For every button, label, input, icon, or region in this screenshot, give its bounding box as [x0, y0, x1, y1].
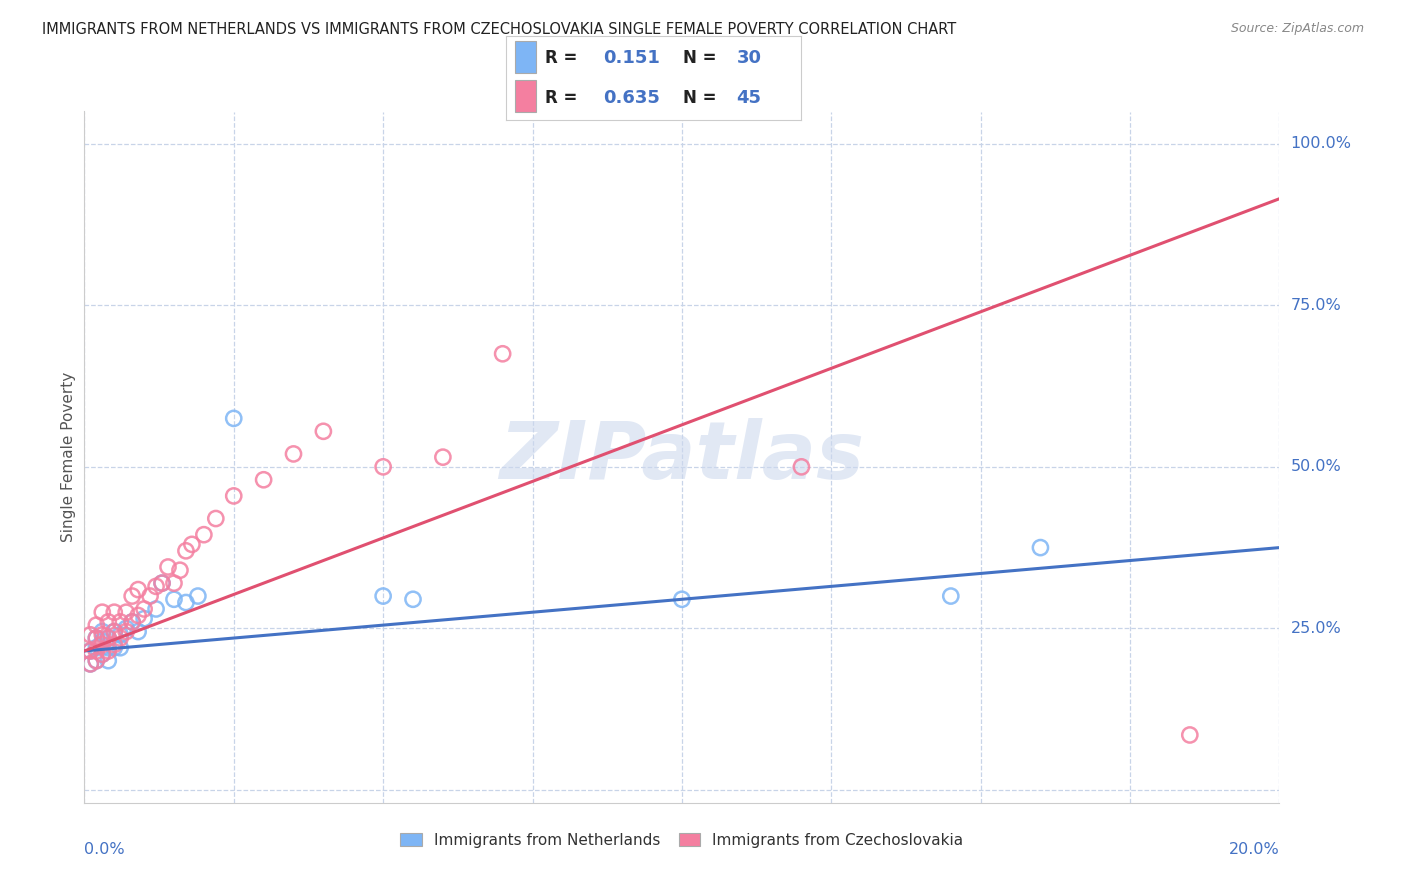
Point	[121, 589, 143, 603]
Point	[157, 560, 180, 574]
Point	[150, 576, 173, 591]
Point	[110, 628, 132, 642]
Point	[790, 459, 813, 474]
Point	[91, 624, 114, 639]
Point	[163, 576, 186, 591]
Text: N =: N =	[683, 88, 717, 106]
Point	[79, 644, 101, 658]
Text: 45: 45	[737, 88, 762, 106]
Y-axis label: Single Female Poverty: Single Female Poverty	[60, 372, 76, 542]
Point	[97, 644, 120, 658]
Point	[373, 459, 395, 474]
Point	[91, 647, 114, 661]
Point	[187, 589, 209, 603]
Point	[115, 621, 138, 635]
Text: IMMIGRANTS FROM NETHERLANDS VS IMMIGRANTS FROM CZECHOSLOVAKIA SINGLE FEMALE POVE: IMMIGRANTS FROM NETHERLANDS VS IMMIGRANT…	[42, 22, 956, 37]
Point	[222, 411, 245, 425]
Point	[103, 624, 125, 639]
Text: N =: N =	[683, 49, 717, 67]
Point	[79, 628, 101, 642]
Point	[79, 657, 101, 671]
Point	[110, 640, 132, 655]
Point	[103, 605, 125, 619]
Point	[103, 640, 125, 655]
Point	[174, 544, 197, 558]
Point	[97, 631, 120, 645]
Text: 30: 30	[737, 49, 762, 67]
Point	[91, 634, 114, 648]
Point	[402, 592, 425, 607]
Point	[127, 608, 149, 623]
Point	[222, 489, 245, 503]
Point	[115, 624, 138, 639]
Point	[97, 654, 120, 668]
Point	[121, 615, 143, 629]
Point	[253, 473, 276, 487]
Point	[671, 592, 693, 607]
Point	[97, 615, 120, 629]
Point	[86, 618, 108, 632]
Point	[79, 657, 101, 671]
Point	[121, 615, 143, 629]
FancyBboxPatch shape	[515, 41, 536, 73]
Text: 0.0%: 0.0%	[84, 842, 125, 856]
Text: Source: ZipAtlas.com: Source: ZipAtlas.com	[1230, 22, 1364, 36]
Point	[86, 644, 108, 658]
Point	[110, 631, 132, 645]
Point	[193, 527, 215, 541]
Text: 50.0%: 50.0%	[1291, 459, 1341, 475]
Point	[91, 605, 114, 619]
Point	[103, 638, 125, 652]
Point	[127, 624, 149, 639]
Text: 75.0%: 75.0%	[1291, 298, 1341, 313]
Point	[91, 628, 114, 642]
Point	[145, 579, 167, 593]
Point	[86, 631, 108, 645]
Point	[110, 615, 132, 629]
Point	[97, 631, 120, 645]
Point	[163, 592, 186, 607]
Text: R =: R =	[544, 49, 576, 67]
Text: 0.635: 0.635	[603, 88, 661, 106]
Point	[169, 563, 191, 577]
Point	[79, 644, 101, 658]
Point	[103, 624, 125, 639]
Point	[127, 582, 149, 597]
Point	[132, 612, 156, 626]
Text: 0.151: 0.151	[603, 49, 661, 67]
Point	[86, 640, 108, 655]
Legend: Immigrants from Netherlands, Immigrants from Czechoslovakia: Immigrants from Netherlands, Immigrants …	[394, 827, 970, 854]
Point	[283, 447, 305, 461]
Text: 25.0%: 25.0%	[1291, 621, 1341, 636]
Point	[91, 638, 114, 652]
Point	[97, 640, 120, 655]
Point	[174, 595, 197, 609]
Point	[432, 450, 454, 464]
Point	[939, 589, 962, 603]
Text: R =: R =	[544, 88, 576, 106]
FancyBboxPatch shape	[515, 79, 536, 112]
Point	[1178, 728, 1201, 742]
Point	[86, 654, 108, 668]
Point	[1029, 541, 1052, 555]
Point	[145, 602, 167, 616]
Text: ZIPatlas: ZIPatlas	[499, 418, 865, 496]
Point	[86, 631, 108, 645]
Point	[373, 589, 395, 603]
Point	[91, 647, 114, 661]
Point	[115, 605, 138, 619]
Point	[492, 347, 515, 361]
Point	[139, 589, 162, 603]
Text: 20.0%: 20.0%	[1229, 842, 1279, 856]
Point	[181, 537, 204, 551]
Point	[132, 602, 156, 616]
Point	[312, 425, 335, 439]
Point	[150, 576, 173, 591]
Text: 100.0%: 100.0%	[1291, 136, 1351, 152]
Point	[205, 511, 228, 525]
Point	[86, 654, 108, 668]
